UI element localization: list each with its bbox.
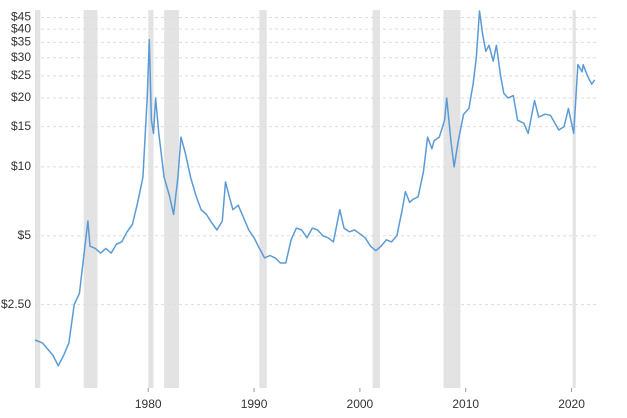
y-tick-label: $40 xyxy=(11,21,31,35)
y-tick-label: $30 xyxy=(11,50,31,64)
recession-band xyxy=(259,10,267,388)
x-tick-label: 1990 xyxy=(241,397,268,411)
y-tick-label: $20 xyxy=(11,90,31,104)
y-tick-label: $5 xyxy=(18,228,32,242)
y-tick-label: $15 xyxy=(11,119,31,133)
recession-band xyxy=(164,10,179,388)
y-tick-label: $45 xyxy=(11,10,31,24)
recession-band xyxy=(443,10,461,388)
y-tick-label: $35 xyxy=(11,35,31,49)
recession-band xyxy=(35,10,41,388)
y-tick-label: $10 xyxy=(11,159,31,173)
y-tick-label: $2.50 xyxy=(1,297,31,311)
recession-band xyxy=(83,10,98,388)
x-tick-label: 2020 xyxy=(558,397,585,411)
x-tick-label: 2010 xyxy=(452,397,479,411)
x-tick-label: 1980 xyxy=(135,397,162,411)
recession-band xyxy=(148,10,154,388)
recession-band xyxy=(572,10,576,388)
recession-band xyxy=(372,10,380,388)
x-tick-label: 2000 xyxy=(347,397,374,411)
y-tick-label: $25 xyxy=(11,68,31,82)
price-line xyxy=(34,10,596,367)
